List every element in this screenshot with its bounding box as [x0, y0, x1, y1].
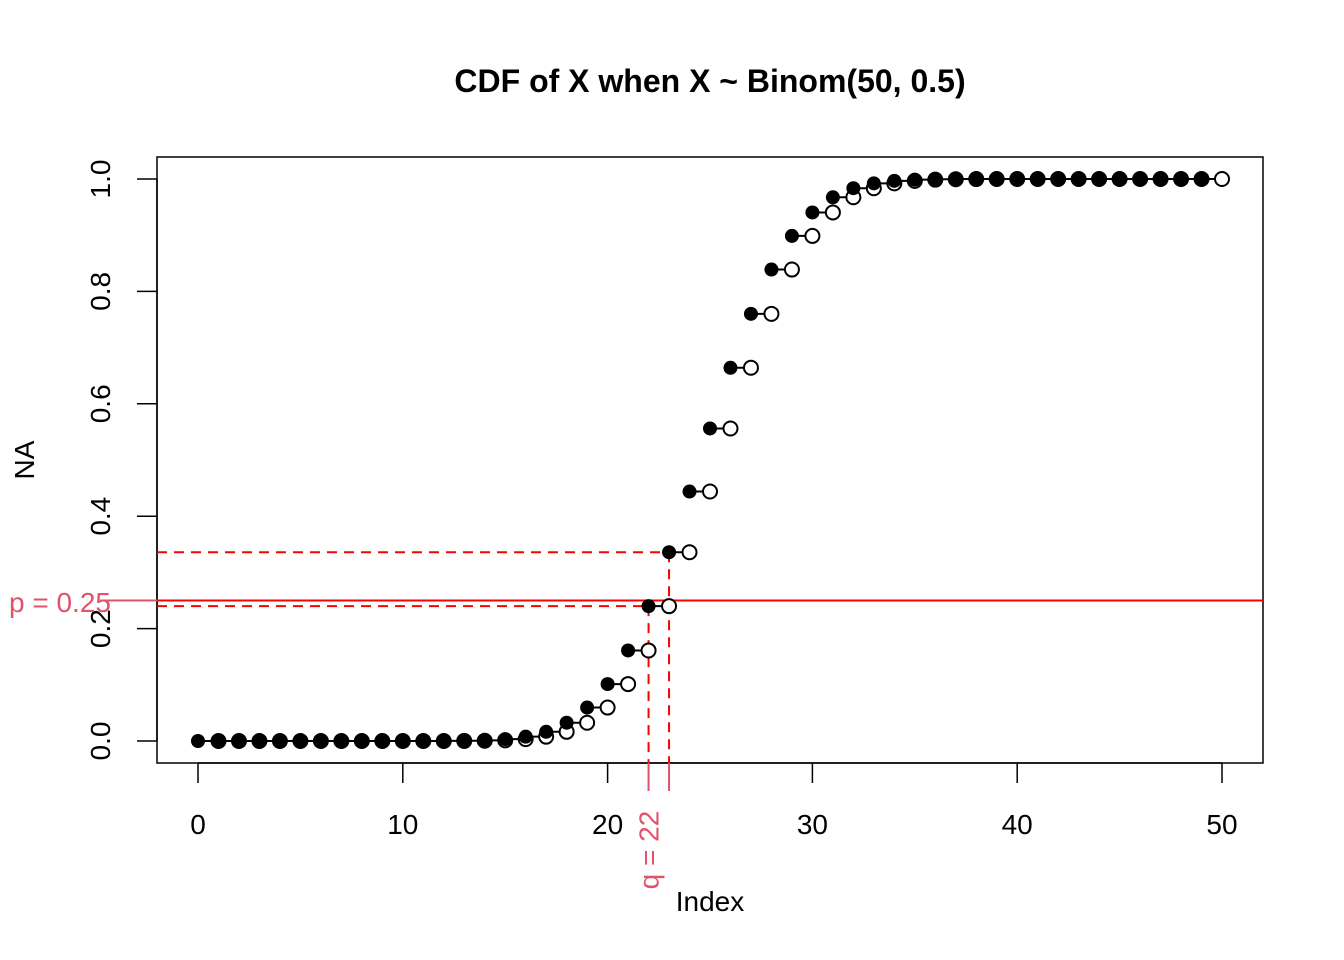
filled-point — [539, 724, 554, 739]
reference-lines — [100, 551, 1263, 791]
y-axis-label: NA — [9, 440, 40, 479]
x-tick-label: 0 — [190, 809, 206, 840]
filled-point — [662, 545, 677, 560]
cdf-points — [191, 171, 1230, 749]
filled-point — [723, 360, 738, 375]
filled-point — [805, 205, 820, 220]
y-tick-label: 0.4 — [85, 497, 116, 536]
open-point — [661, 598, 678, 615]
filled-point — [1133, 172, 1148, 186]
filled-point — [252, 734, 267, 748]
filled-point — [436, 733, 451, 748]
filled-point — [846, 181, 861, 196]
open-point — [579, 714, 596, 731]
filled-point — [375, 733, 390, 748]
filled-point — [907, 172, 922, 187]
y-axis: 0.0 0.2 0.4 0.6 0.8 1.0 — [85, 160, 158, 761]
filled-point — [1030, 172, 1045, 186]
filled-point — [621, 643, 636, 658]
filled-point — [948, 172, 963, 187]
p-label: p = 0.25 — [9, 587, 111, 618]
filled-point — [784, 228, 799, 243]
filled-point — [887, 173, 902, 188]
filled-point — [1092, 172, 1107, 186]
open-point — [702, 483, 718, 500]
x-tick-label: 40 — [1002, 809, 1033, 840]
open-point — [1214, 171, 1230, 187]
filled-point — [457, 733, 472, 748]
filled-point — [989, 172, 1004, 186]
x-tick-label: 50 — [1206, 809, 1237, 840]
filled-point — [416, 733, 431, 748]
filled-point — [1010, 172, 1025, 186]
open-point — [783, 261, 800, 278]
open-point — [763, 305, 780, 322]
filled-point — [354, 734, 369, 748]
filled-point — [703, 421, 717, 436]
open-point — [640, 642, 657, 659]
open-point — [722, 420, 739, 437]
filled-point — [272, 734, 287, 748]
y-tick-label: 0.6 — [85, 384, 116, 423]
filled-point — [580, 700, 595, 715]
filled-point — [1194, 172, 1209, 186]
y-tick-label: 1.0 — [85, 160, 116, 199]
filled-point — [682, 484, 697, 499]
filled-point — [743, 306, 758, 321]
plot-frame — [156, 156, 1264, 764]
filled-point — [969, 172, 984, 186]
open-point — [620, 676, 637, 693]
open-point — [681, 544, 698, 561]
filled-point — [928, 172, 943, 187]
x-axis: 0 10 20 30 40 50 — [190, 762, 1238, 840]
open-point — [599, 699, 616, 716]
q-label: q = 22 — [634, 811, 665, 890]
filled-point — [477, 733, 492, 748]
filled-point — [1071, 172, 1086, 186]
y-tick-label: 0.2 — [85, 609, 116, 648]
filled-point — [1174, 172, 1189, 186]
open-point — [742, 359, 759, 376]
filled-point — [518, 729, 533, 744]
x-tick-label: 20 — [592, 809, 623, 840]
x-axis-label: Index — [676, 886, 745, 917]
filled-point — [866, 176, 881, 191]
filled-point — [334, 734, 349, 748]
filled-point — [498, 732, 513, 747]
y-tick-label: 0.8 — [85, 272, 116, 311]
x-tick-label: 30 — [797, 809, 828, 840]
filled-point — [559, 715, 574, 730]
filled-point — [395, 733, 410, 748]
chart-title: CDF of X when X ~ Binom(50, 0.5) — [454, 63, 965, 99]
open-point — [804, 227, 821, 244]
filled-point — [1153, 172, 1168, 186]
filled-point — [600, 677, 615, 692]
filled-point — [641, 599, 656, 614]
filled-point — [1112, 172, 1127, 186]
filled-point — [1051, 172, 1066, 186]
filled-point — [313, 734, 328, 748]
filled-point — [211, 734, 226, 748]
y-tick-label: 0.0 — [85, 722, 116, 761]
filled-point — [825, 190, 840, 205]
filled-point — [764, 262, 779, 277]
filled-point — [231, 734, 246, 748]
x-tick-label: 10 — [387, 809, 418, 840]
filled-point — [293, 734, 308, 748]
filled-point — [191, 734, 205, 748]
open-point — [824, 204, 841, 221]
